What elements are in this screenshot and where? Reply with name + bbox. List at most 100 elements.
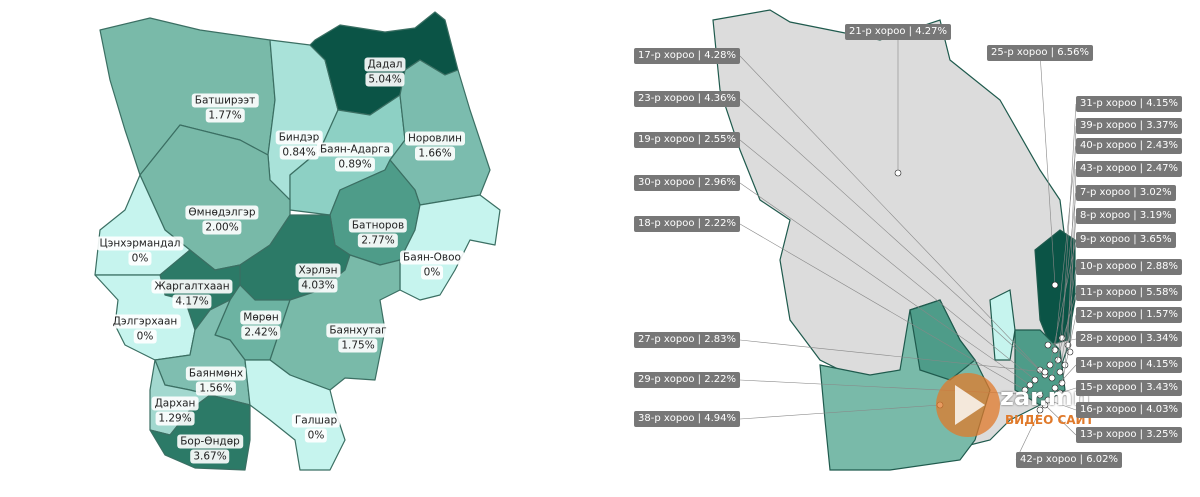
khoroo-label: 21-р хороо | 4.27% [845, 24, 951, 40]
leader-line [739, 55, 1041, 371]
region-share: 2.00% [202, 220, 242, 235]
region-share: 0% [133, 329, 157, 344]
khoroo-point [1048, 374, 1056, 382]
khoroo-label: 28-р хороо | 3.34% [1076, 331, 1182, 347]
leader-line [739, 339, 1046, 373]
khoroo-point [1056, 368, 1064, 376]
region-shape [269, 254, 401, 391]
region-label: Бор-Өндөр 3.67% [177, 434, 243, 465]
khoroo-point [1021, 386, 1029, 394]
leader-line [739, 98, 1046, 376]
khoroo-label: 42-р хороо | 6.02% [1016, 452, 1122, 468]
watermark-play [955, 385, 985, 425]
leader-line [1064, 215, 1077, 366]
khoroo-point [1036, 391, 1044, 399]
leader-line [739, 404, 941, 420]
khoroo-label: 15-р хороо | 3.43% [1076, 380, 1182, 396]
leader-line [1015, 409, 1041, 461]
khoroo-point [1031, 376, 1039, 384]
khoroo-point [1036, 406, 1044, 414]
khoroo-label: 30-р хороо | 2.96% [634, 175, 740, 191]
region-label: Цэнхэрмандал 0% [96, 236, 184, 267]
khoroo-label: 23-р хороо | 4.36% [634, 91, 740, 107]
region-label: Хэрлэн 4.03% [295, 263, 341, 294]
region-share: 0.89% [335, 157, 375, 172]
region-name: Мөрөн [240, 310, 282, 325]
khoroo-label: 11-р хороо | 5.58% [1076, 285, 1182, 301]
region-share: 1.56% [196, 381, 236, 396]
khoroo-label: 14-р хороо | 4.15% [1076, 357, 1182, 373]
khoroo-label: 10-р хороо | 2.88% [1076, 259, 1182, 275]
region-share: 1.77% [205, 108, 245, 123]
region-label: Баянмөнх 1.56% [185, 366, 247, 397]
region-name: Галшар [291, 413, 341, 428]
region-share: 3.67% [190, 449, 230, 464]
region-label: Норовлин 1.66% [405, 131, 465, 162]
leader-line [1054, 145, 1077, 351]
region-share: 4.03% [298, 278, 338, 293]
region-label: Жаргалтхаан 4.17% [151, 279, 233, 310]
khoroo-point [1056, 389, 1064, 397]
region-name: Хэрлэн [295, 263, 341, 278]
leader-line [1059, 266, 1077, 373]
leader-line [1039, 52, 1056, 286]
region-share: 2.42% [241, 325, 281, 340]
region-name: Дэлгэрхаан [109, 314, 181, 329]
khoroo-label: 40-р хороо | 2.43% [1076, 138, 1182, 154]
khoroo-point [1054, 356, 1062, 364]
region-label: Дархан 1.29% [151, 396, 199, 427]
region-label: Батноров 2.77% [348, 218, 408, 249]
region-label: Мөрөн 2.42% [240, 310, 282, 341]
region-name: Жаргалтхаан [151, 279, 233, 294]
watermark-tagline: ВИДЕО САЙТ [1005, 413, 1094, 427]
region-name: Батноров [348, 218, 408, 233]
leader-line [1044, 404, 1077, 436]
region-name: Баян-Адарга [316, 142, 394, 157]
region-label: Дэлгэрхаан 0% [109, 314, 181, 345]
region-label: Батширээт 1.77% [191, 93, 259, 124]
region-name: Өмнөдэлгэр [185, 205, 259, 220]
leader-line [739, 223, 1026, 391]
leader-line [1047, 338, 1077, 346]
khoroo-label: 43-р хороо | 2.47% [1076, 161, 1182, 177]
khoroo-point [1041, 401, 1049, 409]
region-share: 0% [304, 428, 328, 443]
khoroo-label: 7-р хороо | 3.02% [1076, 185, 1176, 201]
region-name: Баянхутаг [326, 323, 390, 338]
region-share: 1.75% [338, 338, 378, 353]
region-label: Өмнөдэлгэр 2.00% [185, 205, 259, 236]
region-label: Галшар 0% [291, 413, 341, 444]
region-share: 1.66% [415, 146, 455, 161]
khoroo-label: 16-р хороо | 4.03% [1076, 402, 1182, 418]
region-name: Биндэр [275, 130, 323, 145]
khoroo-point [1044, 341, 1052, 349]
khoroo-label: 29-р хороо | 2.22% [634, 372, 740, 388]
region-label: Дадал 5.04% [364, 57, 406, 88]
leader-line [739, 182, 1031, 386]
khoroo-label: 39-р хороо | 3.37% [1076, 118, 1182, 134]
region-name: Дадал [364, 57, 406, 72]
khoroo-point [1044, 396, 1052, 404]
region-share: 0% [420, 265, 444, 280]
leader-line [1047, 399, 1077, 411]
leader-line [1049, 239, 1077, 366]
region-name: Норовлин [405, 131, 465, 146]
watermark-site: zar.mn [1000, 383, 1090, 411]
khoroo-point [1041, 368, 1049, 376]
region-share: 2.77% [358, 233, 398, 248]
region-label: Баянхутаг 1.75% [326, 323, 390, 354]
khoroo-point [1051, 281, 1059, 289]
region-name: Дархан [151, 396, 199, 411]
khoroo-label: 8-р хороо | 3.19% [1076, 208, 1176, 224]
leader-line [1061, 314, 1077, 384]
region-share: 0.84% [279, 145, 319, 160]
khoroo-label: 27-р хороо | 2.83% [634, 332, 740, 348]
region-name: Баян-Овоо [400, 250, 464, 265]
khoroo-label: 17-р хороо | 4.28% [634, 48, 740, 64]
region-name: Бор-Өндөр [177, 434, 243, 449]
region-name: Баянмөнх [185, 366, 247, 381]
khoroo-point [1046, 361, 1054, 369]
region-name: Батширээт [191, 93, 259, 108]
leader-line [739, 139, 1036, 381]
